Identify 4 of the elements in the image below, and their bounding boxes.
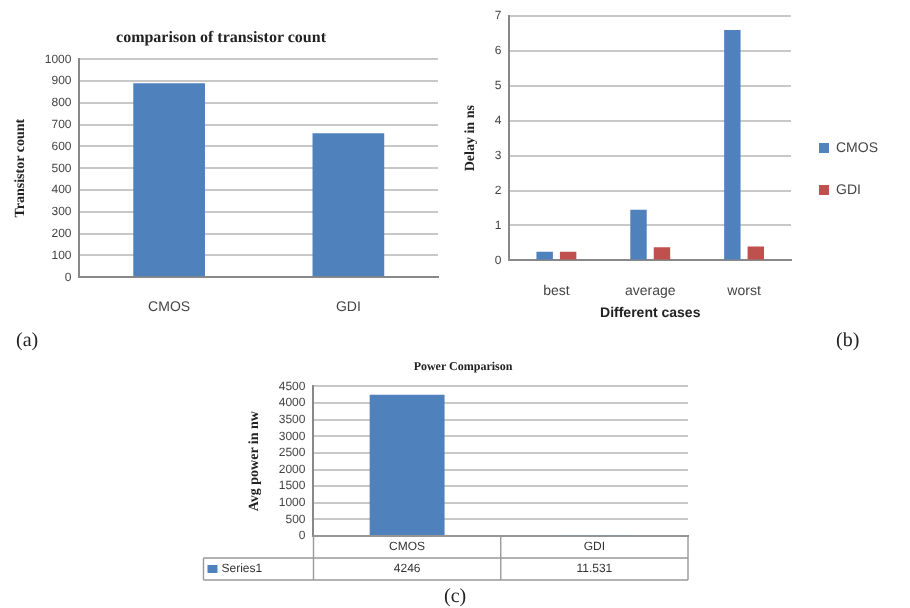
text: (a) [16,330,39,352]
text: (c) [444,586,467,608]
chart-title: comparison of transistor count [116,27,327,46]
text: (b) [836,330,860,352]
